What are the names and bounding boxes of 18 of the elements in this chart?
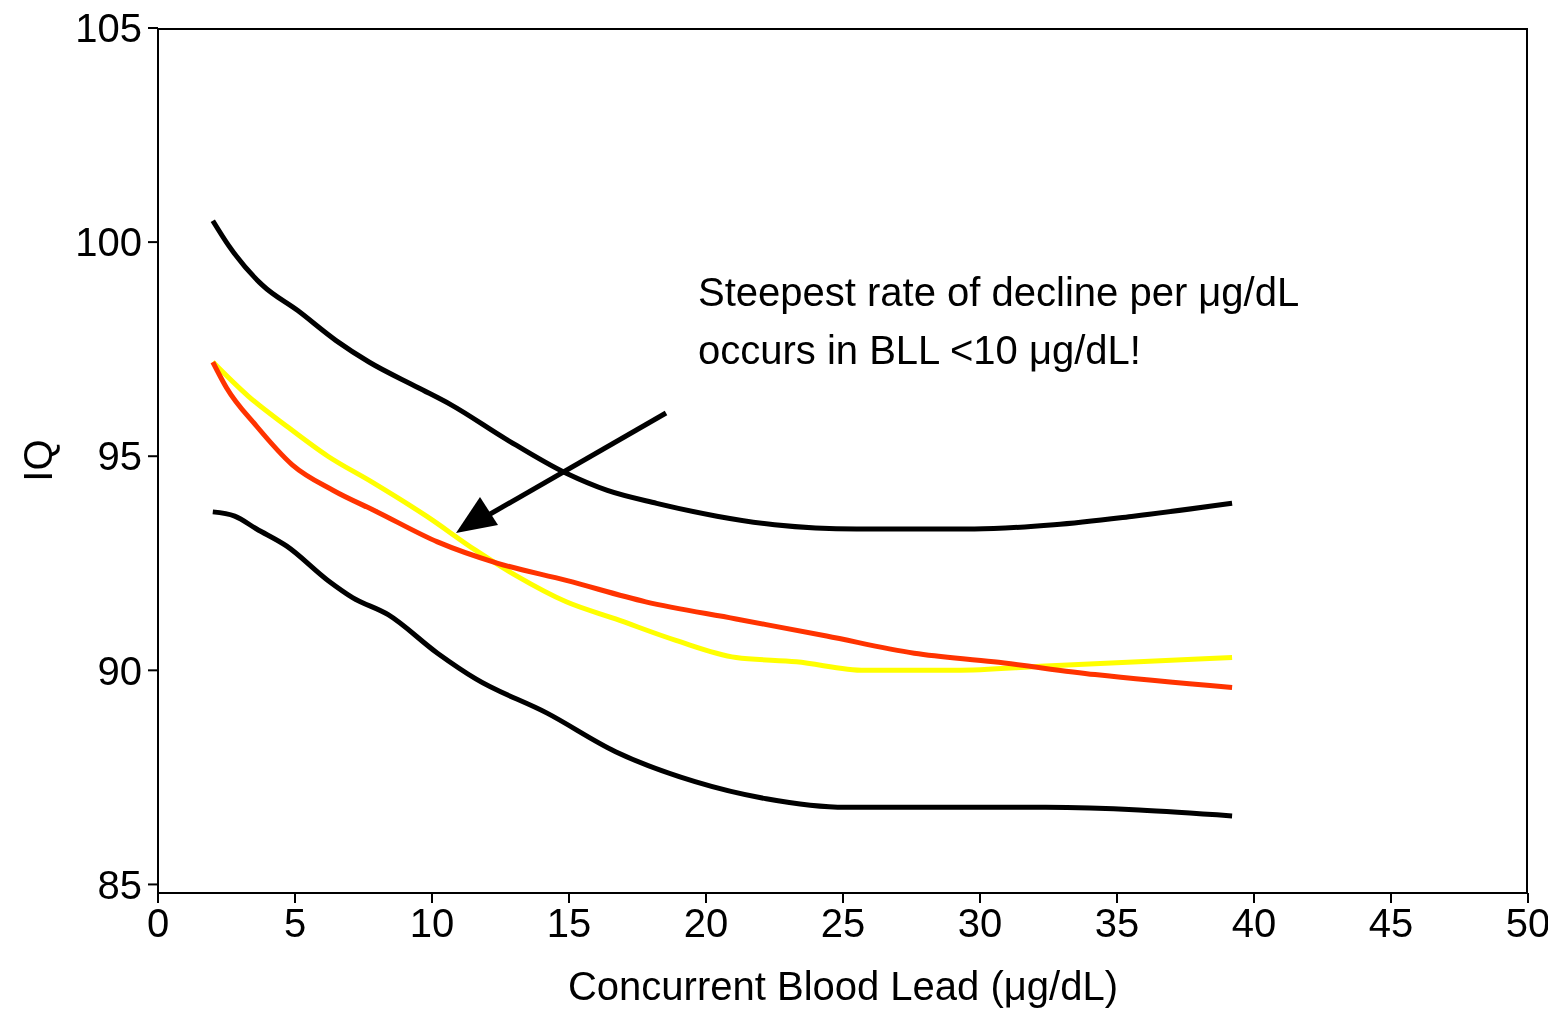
y-tick-label: 105 (75, 6, 142, 51)
x-tick-label: 25 (820, 901, 866, 946)
y-tick-label: 85 (97, 862, 142, 907)
x-tick-label: 40 (1231, 901, 1277, 946)
y-tick-label: 100 (75, 220, 142, 265)
y-tick-label: 90 (97, 648, 142, 693)
y-axis-title: IQ (16, 439, 61, 482)
x-tick-label: 30 (957, 901, 1003, 946)
x-tick-label: 20 (683, 901, 729, 946)
annotation: Steepest rate of decline per μg/dL occurs in BLL <10 μg/dL! (698, 269, 1299, 374)
x-tick-label: 15 (546, 901, 592, 946)
x-tick-label: 0 (146, 901, 170, 946)
x-tick-label: 35 (1094, 901, 1140, 946)
x-tick-label: 5 (283, 901, 307, 946)
x-tick-label: 10 (409, 901, 455, 946)
x-axis-title: Concurrent Blood Lead (μg/dL) (567, 964, 1119, 1008)
x-tick-label: 45 (1368, 901, 1414, 946)
y-tick-label: 95 (97, 434, 142, 479)
